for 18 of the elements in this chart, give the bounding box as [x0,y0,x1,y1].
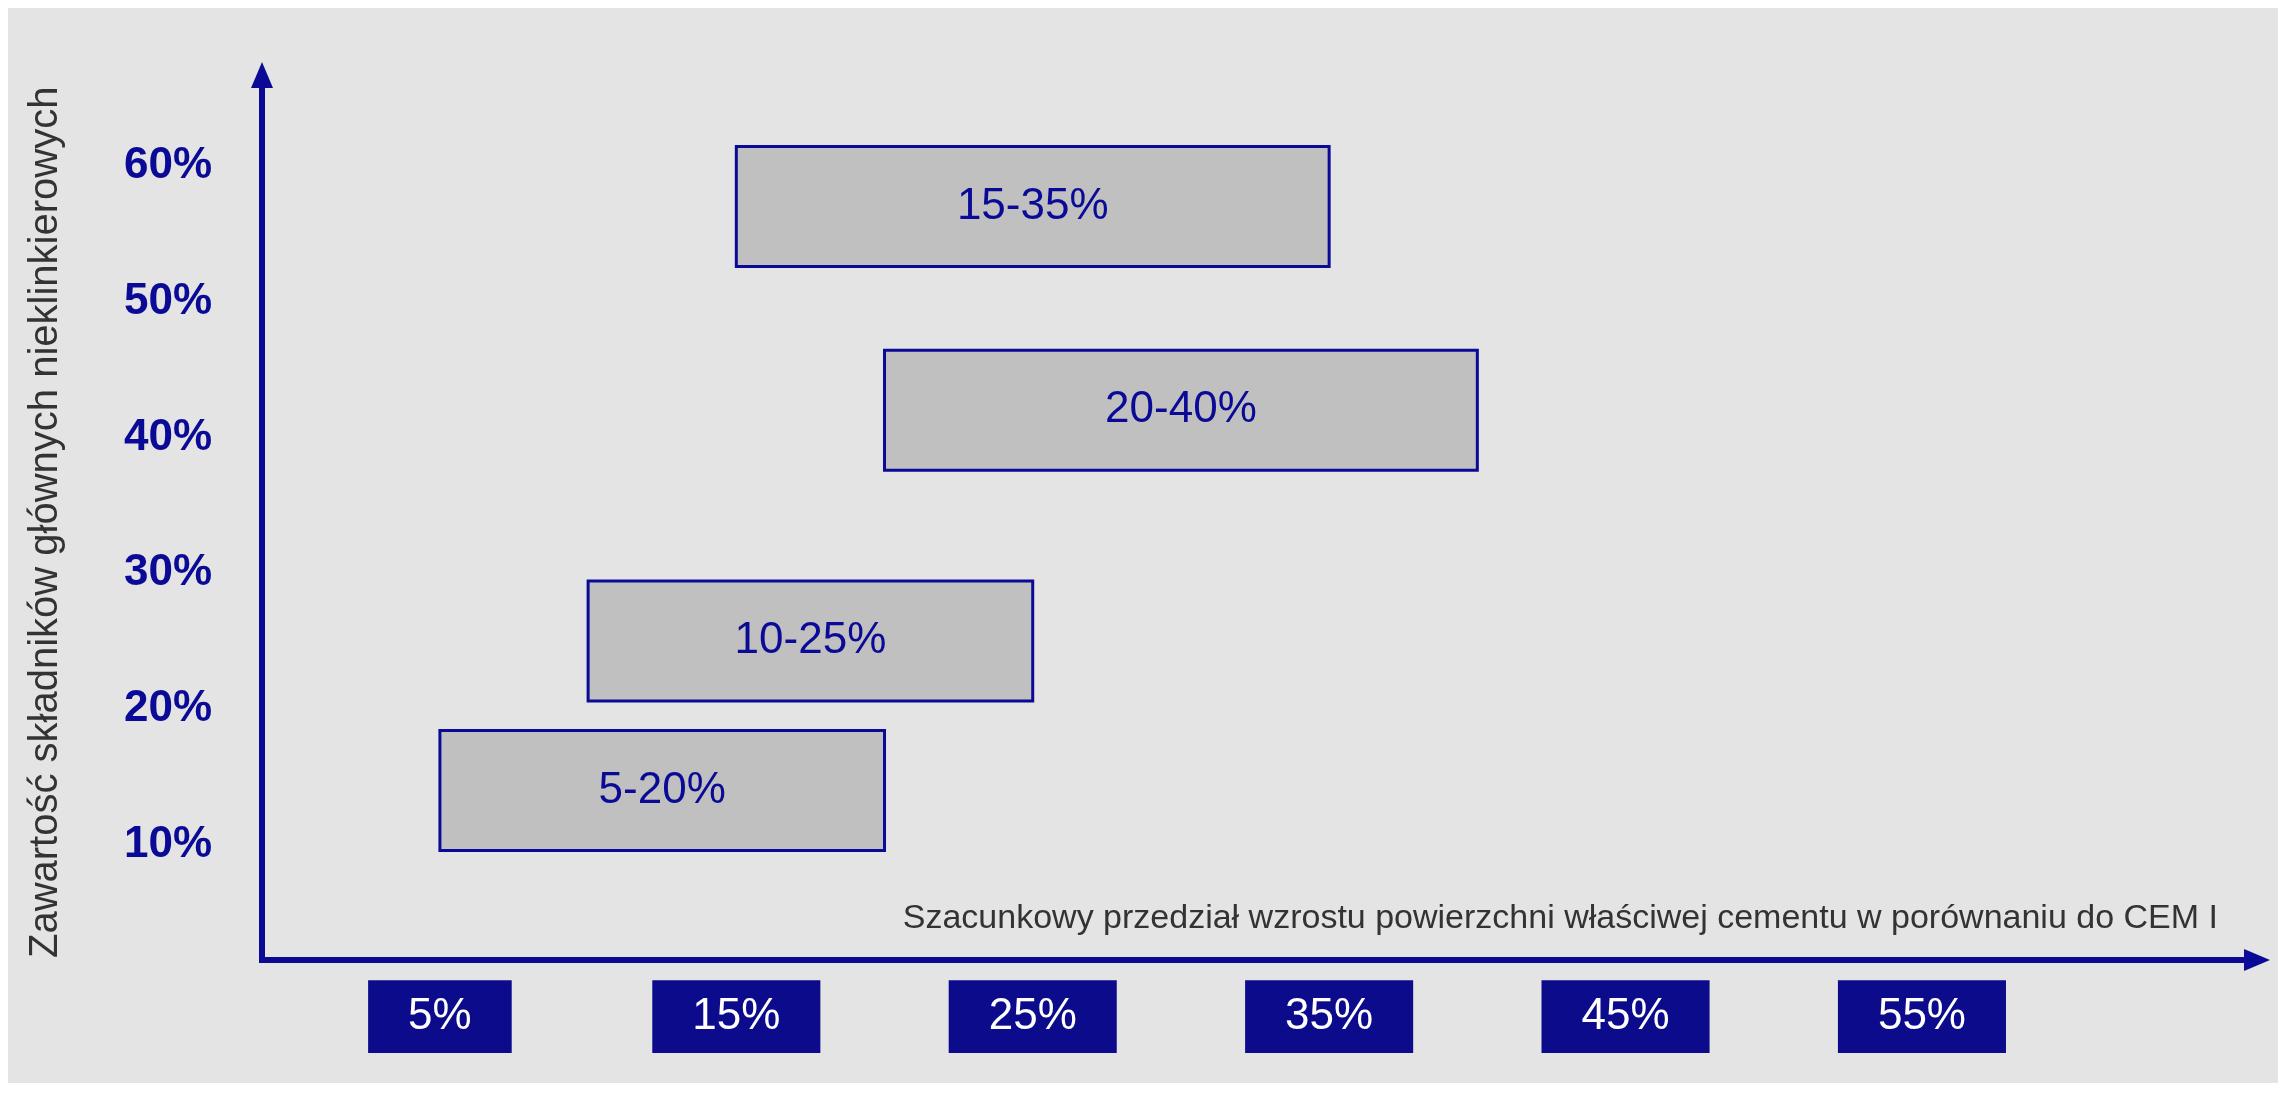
y-tick-label: 50% [123,273,213,323]
x-tick-label: 35% [1285,988,1374,1038]
x-tick-label: 15% [692,988,781,1038]
annotation: 10-25% [734,613,887,663]
x-tick-label: 45% [1581,988,1670,1038]
x-axis-title: Szacunkowy przedział wzrostu powierzchni właściwej cementu w porównaniu do CEM I [902,896,2218,935]
y-axis-title: Zawartość składników głównych nieklinkierowych [21,86,66,959]
y-tick-label: 40% [123,409,213,459]
x-tick-label: 25% [988,988,1077,1038]
x-tick-label: 5% [408,988,472,1038]
y-tick-label: 10% [123,816,213,866]
annotation: 15-35% [956,178,1109,228]
x-tick-label: 55% [1877,988,1966,1038]
y-tick-label: 30% [123,545,213,595]
y-tick-label: 60% [123,138,213,188]
y-tick-label: 20% [123,681,213,731]
annotation: 5-20% [598,762,726,812]
annotation: 20-40% [1105,382,1257,432]
